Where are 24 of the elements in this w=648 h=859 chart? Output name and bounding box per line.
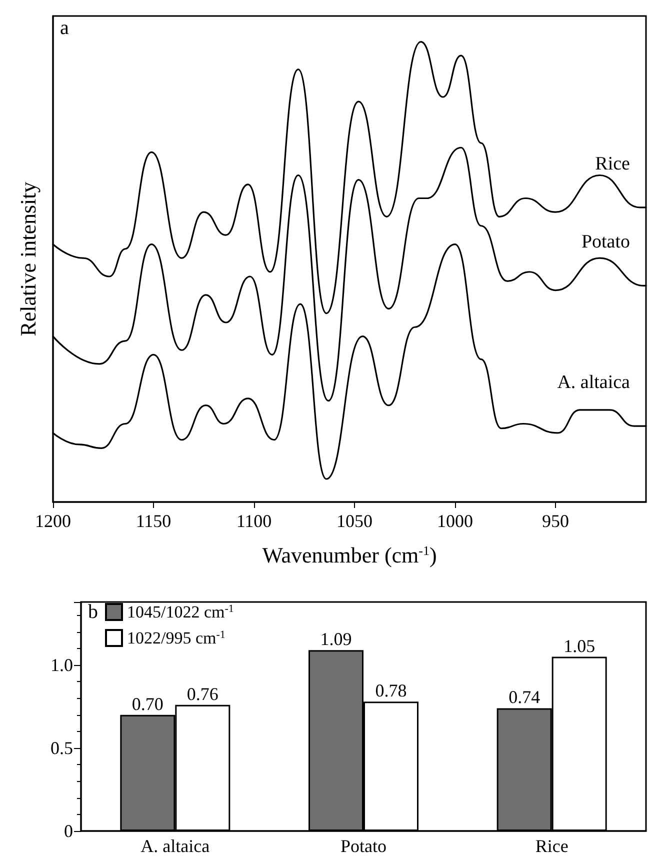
x-tick-label: 1150 [136,511,172,531]
x-tick-label: Rice [535,836,568,856]
annotation: b [88,601,98,623]
y-tick-label: 0 [64,821,73,841]
x-tick-label: 1000 [437,511,474,531]
x-tick-label: 1200 [35,511,71,531]
y-axis-title: Relative intensity [16,182,40,336]
text: a [60,17,69,39]
x-tick-label: 1050 [336,511,373,531]
y-tick-label: 1.0 [50,655,73,676]
y-tick-label: 0.5 [50,738,73,758]
data-label: 0.70 [132,694,164,714]
x-tick-label: A. altaica [140,836,210,856]
data-label: 0.76 [186,684,218,704]
data-label: 0.74 [508,687,540,708]
data-label: 1.05 [564,636,596,656]
series-label: Potato [581,232,630,253]
series-label: A. altaica [557,372,631,394]
x-tick-label: Potato [340,836,387,856]
data-label: 0.78 [375,680,407,701]
series-label: Rice [595,153,630,174]
x-tick-label: 950 [542,511,570,531]
x-tick-label: 1100 [236,511,272,531]
data-label: 1.09 [320,629,352,650]
